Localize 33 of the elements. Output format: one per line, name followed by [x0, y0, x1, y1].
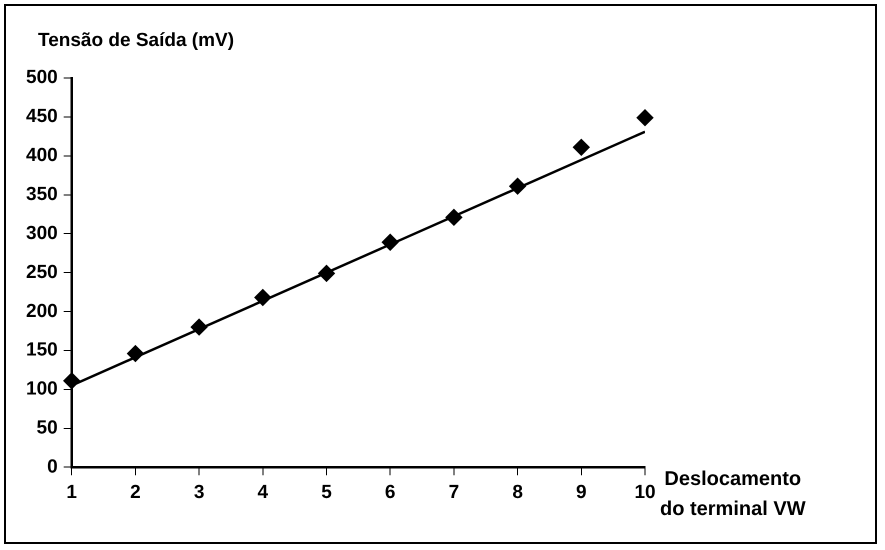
- x-axis-title: Deslocamento do terminal VW: [660, 467, 806, 522]
- x-tick-label: 3: [194, 482, 204, 503]
- y-tick-label: 350: [26, 184, 58, 205]
- x-tick-label: 1: [66, 482, 78, 503]
- y-tick-label: 300: [26, 222, 58, 244]
- y-tick-label: 500: [26, 67, 58, 88]
- y-tick-label: 400: [26, 145, 58, 166]
- x-tick-label: 8: [512, 482, 523, 503]
- y-tick-label: 50: [36, 418, 58, 439]
- x-tick-label: 10: [634, 482, 656, 503]
- y-tick-label: 100: [26, 378, 58, 400]
- y-axis-title: Tensão de Saída (mV): [38, 30, 234, 52]
- point: [318, 264, 335, 282]
- point: [445, 208, 462, 226]
- point: [636, 109, 654, 126]
- y-tick-label: 150: [26, 340, 58, 361]
- x-tick-label: 4: [258, 482, 269, 503]
- x-tick-label: 6: [384, 482, 396, 503]
- point: [254, 289, 272, 306]
- x-tick-label: 2: [130, 482, 141, 503]
- x-tick-label: 5: [321, 482, 332, 503]
- point: [572, 138, 590, 156]
- point: [190, 318, 208, 336]
- x-tick-label: 7: [448, 482, 460, 503]
- y-tick-label: 0: [47, 456, 58, 478]
- y-tick-label: 450: [26, 106, 58, 128]
- point: [126, 345, 144, 362]
- y-tick-label: 200: [26, 300, 58, 322]
- y-tick-label: 250: [26, 262, 58, 283]
- point: [382, 234, 399, 251]
- point: [509, 178, 526, 195]
- x-tick-label: 9: [576, 482, 587, 503]
- point: [63, 372, 80, 390]
